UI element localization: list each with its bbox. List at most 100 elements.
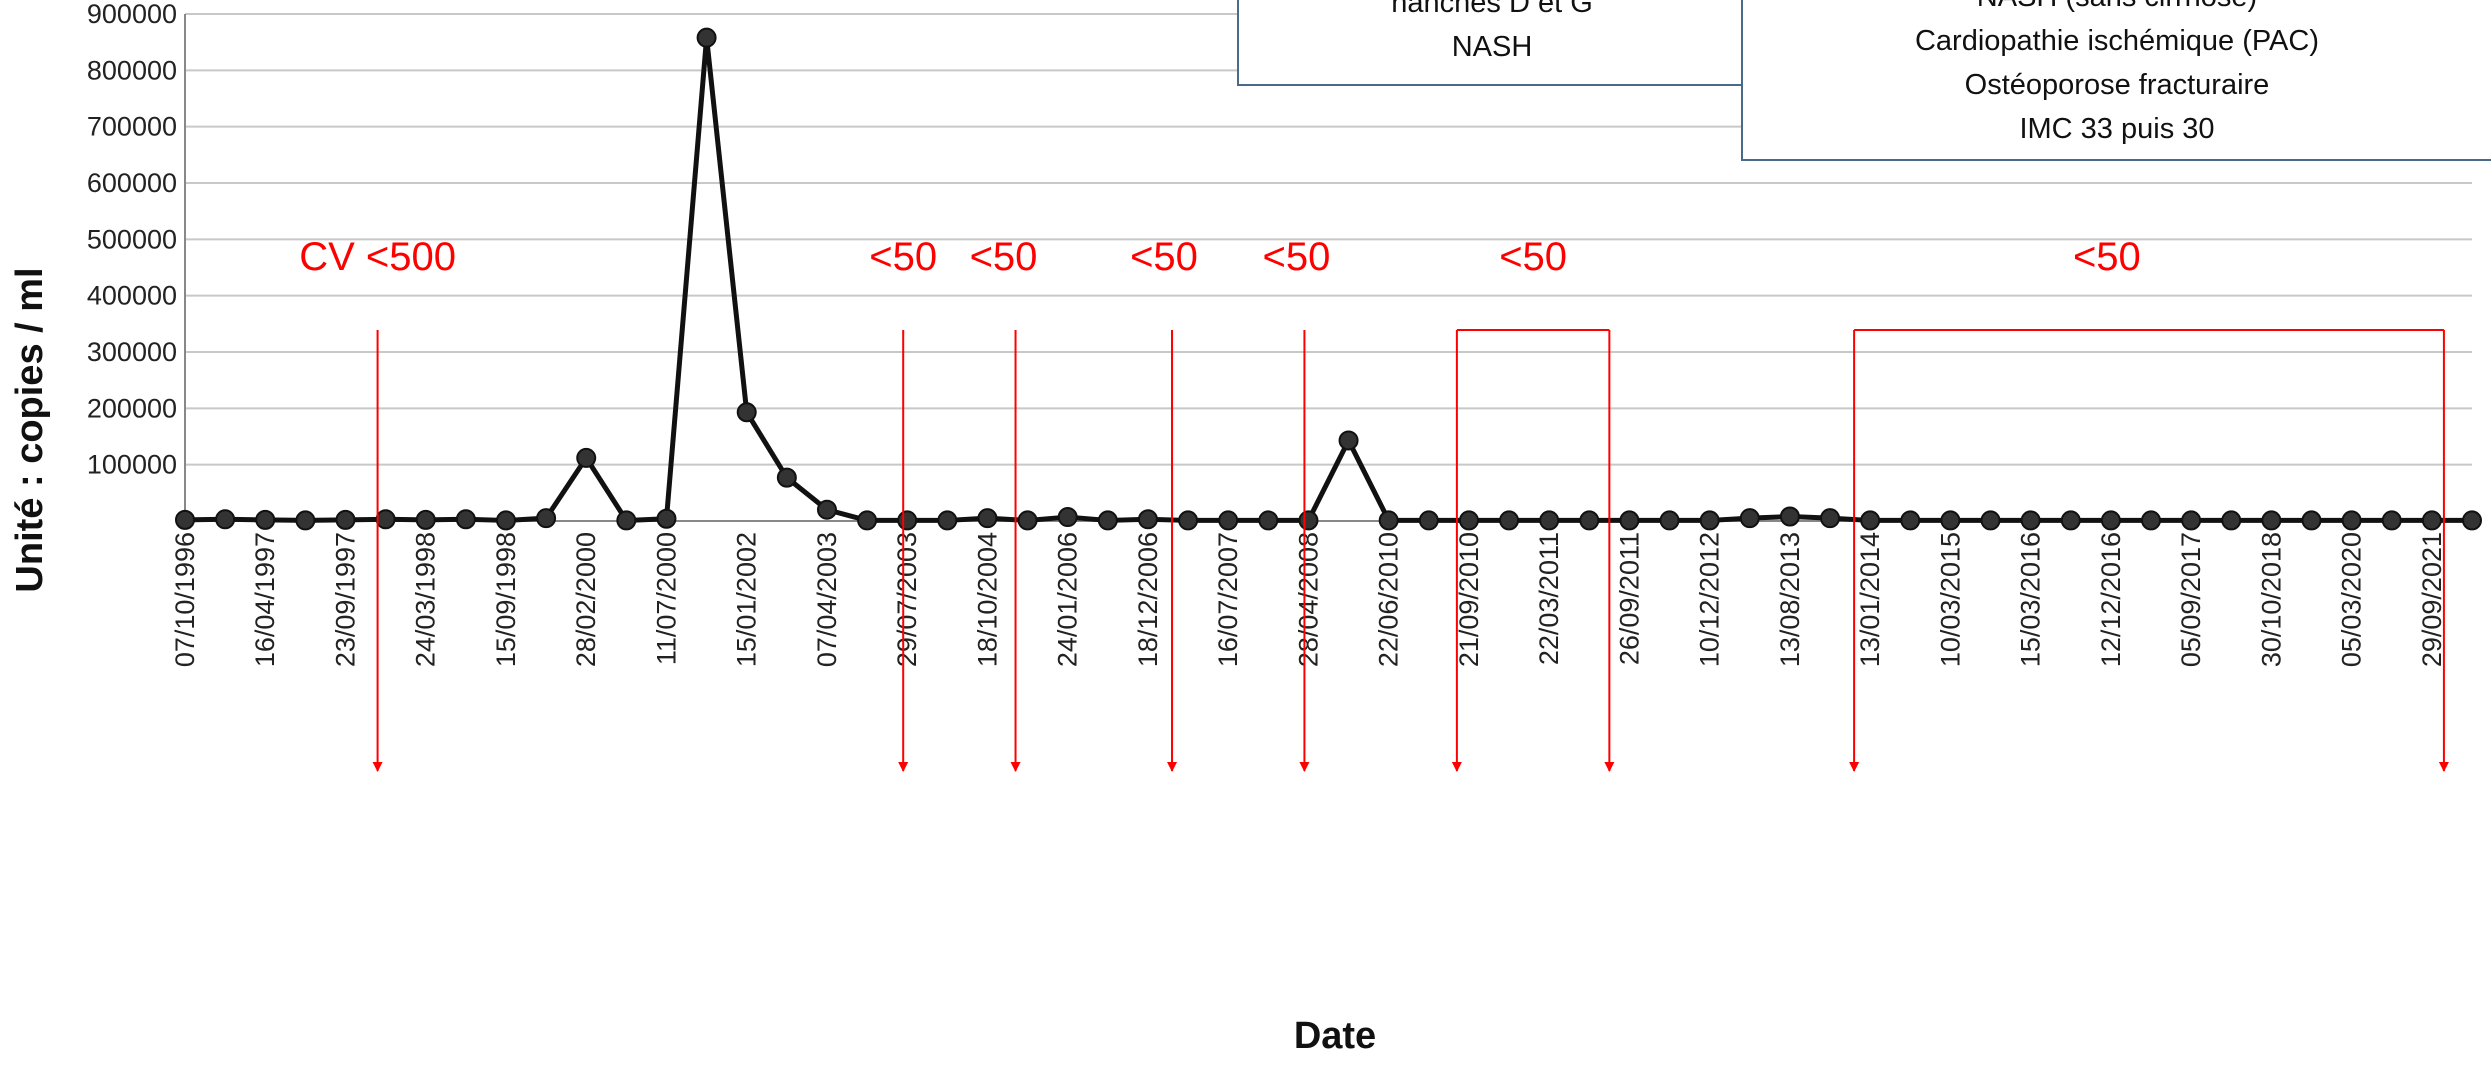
data-point [616, 510, 637, 531]
annotation-label: CV <500 [299, 235, 456, 279]
annotation-label: <50 [970, 235, 1038, 279]
x-tick-label: 05/09/2017 [2176, 532, 2206, 667]
data-point [977, 508, 998, 529]
x-tick-label: 13/01/2014 [1855, 532, 1885, 667]
data-point [1097, 510, 1118, 531]
x-tick-label: 16/04/1997 [250, 532, 280, 667]
data-point [736, 402, 757, 423]
data-point [2381, 510, 2402, 531]
data-point [1057, 507, 1078, 528]
data-point [1338, 430, 1359, 451]
x-tick-label: 15/09/1998 [491, 532, 521, 667]
x-tick-label: 07/10/1996 [170, 532, 200, 667]
data-point [656, 508, 677, 529]
y-tick-label: 300000 [87, 337, 177, 367]
text-boxes: hanches D et G NASH NASH (sans cirrhose) Ca… [1237, 0, 2491, 161]
x-tick-label: 16/07/2007 [1213, 532, 1243, 667]
text-box-line: Ostéoporose fracturaire [1965, 69, 2270, 101]
y-tick-labels: 100000 200000 300000 400000 500000 600000 7000… [87, 0, 177, 480]
data-point [2141, 510, 2162, 531]
annotation-label: <50 [869, 235, 937, 279]
x-tick-label: 07/04/2003 [812, 532, 842, 667]
x-tick-label: 10/03/2015 [1935, 532, 1965, 667]
data-point [2421, 510, 2442, 531]
data-point [2341, 510, 2362, 531]
data-point [1779, 506, 1800, 527]
data-point [857, 510, 878, 531]
annotation-label: <50 [1130, 235, 1198, 279]
data-point [1218, 510, 1239, 531]
data-point [1980, 510, 2001, 531]
y-axis-label: Unité : copies / ml [9, 267, 51, 592]
text-box: NASH (sans cirrhose) Cardiopathie ischémi… [1741, 0, 2491, 161]
data-point [2100, 510, 2121, 531]
data-point [536, 508, 557, 529]
data-point [1137, 509, 1158, 530]
data-point [897, 510, 918, 531]
x-tick-label: 18/10/2004 [972, 532, 1002, 667]
text-box: hanches D et G NASH [1237, 0, 1747, 86]
x-tick-label: 21/09/2010 [1454, 532, 1484, 667]
y-tick-label: 400000 [87, 281, 177, 311]
data-point [1178, 510, 1199, 531]
x-axis-label: Date [1294, 1015, 1376, 1057]
y-tick-label: 200000 [87, 393, 177, 423]
data-point [2261, 510, 2282, 531]
y-tick-label: 700000 [87, 112, 177, 142]
text-box-line: NASH [1452, 31, 1533, 63]
annotation: <50 [1130, 235, 1198, 772]
data-point [937, 510, 958, 531]
x-tick-label: 18/12/2006 [1133, 532, 1163, 667]
text-box-line: Cardiopathie ischémique (PAC) [1915, 25, 2319, 57]
series-line [184, 35, 2472, 523]
x-tick-label: 29/07/2003 [892, 532, 922, 667]
data-point [375, 509, 396, 530]
data-point [2301, 510, 2322, 531]
y-tick-label: 600000 [87, 168, 177, 198]
data-point [1739, 508, 1760, 529]
text-box-line: hanches D et G [1391, 0, 1593, 19]
x-tick-label: 24/01/2006 [1053, 532, 1083, 667]
data-point [816, 499, 837, 520]
data-point [1860, 510, 1881, 531]
x-tick-label: 24/03/1998 [411, 532, 441, 667]
data-point [2462, 510, 2482, 531]
x-tick-label: 12/12/2016 [2096, 532, 2126, 667]
data-point [2020, 510, 2041, 531]
x-tick-label: 15/03/2016 [2016, 532, 2046, 667]
y-tick-label: 800000 [87, 55, 177, 85]
x-tick-label: 28/02/2000 [571, 532, 601, 667]
data-point [2060, 510, 2081, 531]
data-point [455, 509, 476, 530]
data-point [1539, 510, 1560, 531]
annotations: CV <500 <50 <50 <50 <50 <50 <50 [299, 235, 2449, 772]
annotation-label: <50 [1262, 235, 1330, 279]
data-point [776, 467, 797, 488]
annotation: CV <500 [299, 235, 456, 772]
y-tick-label: 100000 [87, 450, 177, 480]
text-box-line: NASH (sans cirrhose) [1977, 0, 2257, 13]
data-point [1418, 510, 1439, 531]
x-tick-label: 23/09/1997 [330, 532, 360, 667]
text-box-frame [1741, 0, 2491, 161]
annotation: <50 [1451, 235, 1615, 772]
x-tick-label: 15/01/2002 [732, 532, 762, 667]
x-tick-label: 28/04/2008 [1293, 532, 1323, 667]
data-point [415, 509, 436, 530]
data-point [696, 27, 717, 48]
data-point [295, 510, 316, 531]
data-point [1017, 510, 1038, 531]
data-point [1298, 510, 1319, 531]
data-point [1619, 510, 1640, 531]
x-tick-label: 22/06/2010 [1374, 532, 1404, 667]
data-point [1579, 510, 1600, 531]
annotation: <50 [970, 235, 1038, 772]
data-point [1458, 510, 1479, 531]
data-point [255, 509, 276, 530]
y-tick-label: 900000 [87, 0, 177, 29]
annotation: <50 [1262, 235, 1330, 772]
data-point [1659, 510, 1680, 531]
data-point [2181, 510, 2202, 531]
data-point [1378, 510, 1399, 531]
